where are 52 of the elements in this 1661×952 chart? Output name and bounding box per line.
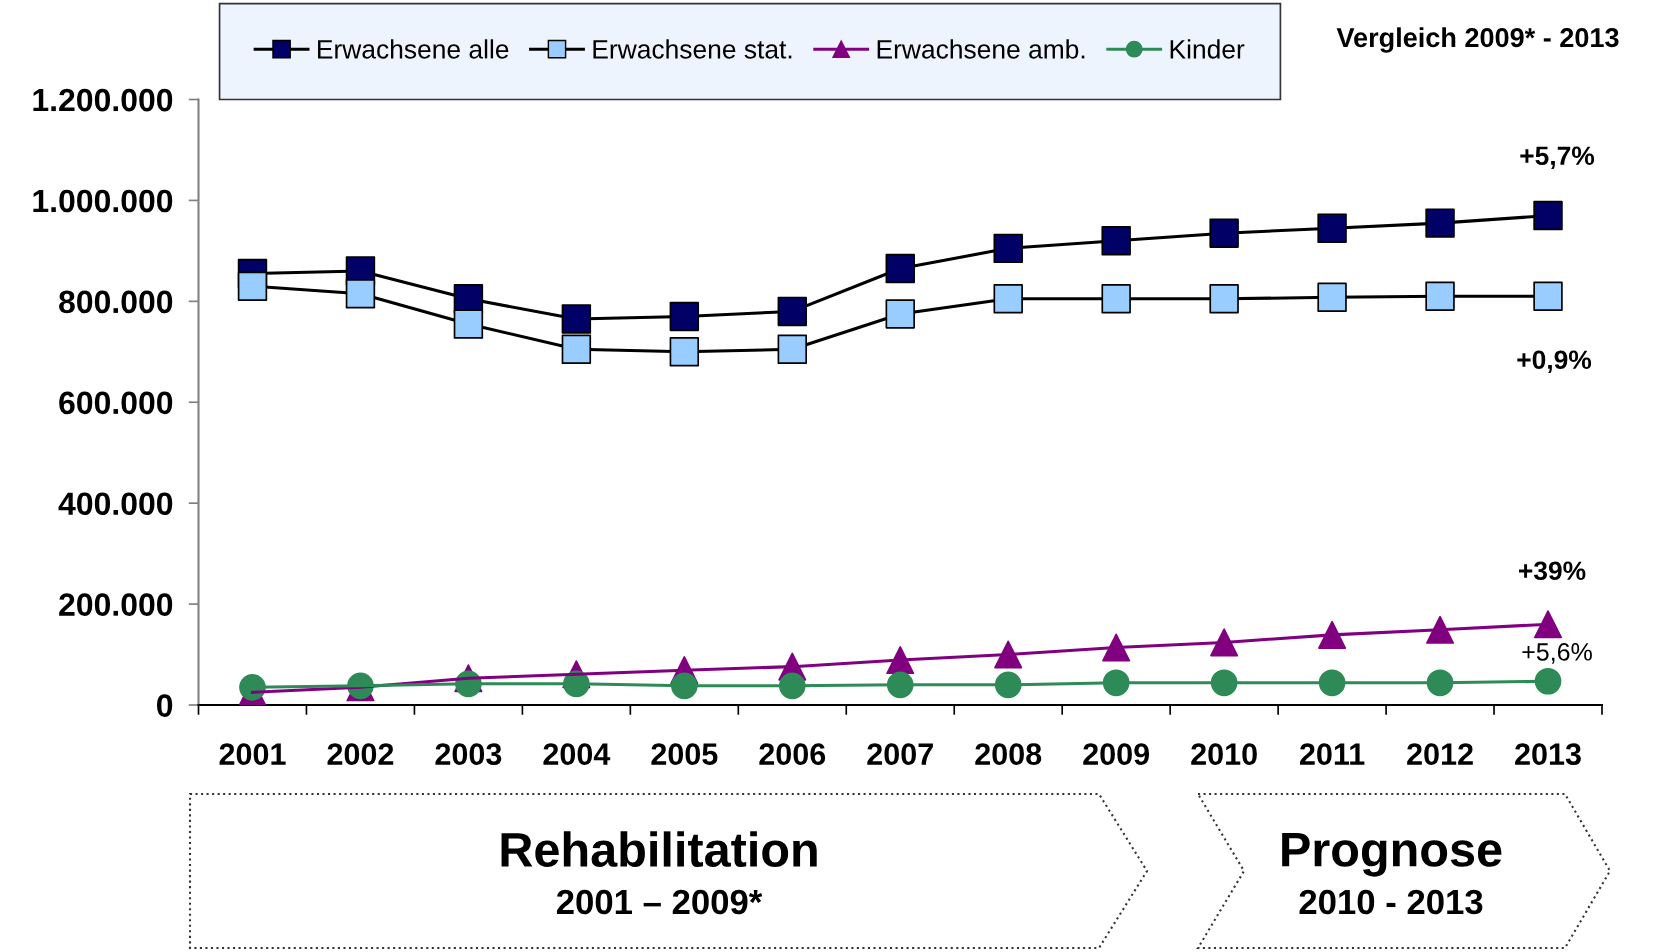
point [1533,281,1563,312]
legend-label: Erwachsene stat. [593,39,792,59]
annotation: +39% [1519,561,1586,581]
x-tick-label: 2004 [543,743,611,765]
x-tick-label: 2007 [867,743,933,765]
annotation: +5,7% [1520,146,1595,169]
legend-label: Erwachsene alle [318,39,509,59]
text: Rehabilitation [501,831,817,868]
x-tick-label: 2010 [1191,743,1257,765]
point [993,284,1023,314]
point [1317,282,1347,313]
point [561,334,592,364]
y-tick-label: 0 [157,694,173,717]
point [1425,281,1455,312]
x-tick-label: 2013 [1515,743,1581,765]
text: Prognose [1282,832,1502,877]
y-tick-label: 1.200.000 [33,88,173,112]
text: 2010 - 2013 [1299,889,1483,915]
point [994,640,1023,669]
point [777,334,808,364]
legend-label: Erwachsene amb. [877,39,1085,59]
x-tick-label: 2011 [1300,743,1365,765]
point [669,337,700,367]
annotation: +5,6% [1522,643,1592,664]
x-tick-label: 2005 [651,743,718,765]
text: Vergleich 2009* - 2013 [1336,27,1619,53]
point [1102,633,1131,662]
legend-label: Kinder [1170,39,1245,59]
y-tick-label: 800.000 [59,290,173,314]
y-tick-label: 1.000.000 [33,189,173,213]
x-tick-label: 2012 [1407,743,1473,765]
point [1209,218,1239,248]
x-tick-label: 2006 [759,743,826,765]
y-tick-label: 200.000 [59,593,173,616]
point [993,233,1023,264]
point [561,304,592,334]
x-tick-label: 2009 [1083,743,1150,765]
x-tick-label: 2001 [219,743,286,765]
point [1101,284,1131,314]
point [1317,213,1347,243]
point [1101,226,1131,256]
annotation: +0,9% [1517,350,1592,373]
text: 2001 – 2009* [556,889,763,915]
x-tick-label: 2003 [435,743,502,765]
point [1425,208,1455,238]
point [1533,610,1563,639]
y-tick-label: 600.000 [59,391,173,415]
point [1209,284,1239,314]
x-tick-label: 2002 [327,743,394,765]
y-tick-label: 400.000 [58,492,173,516]
x-tick-label: 2008 [975,743,1042,765]
point [885,299,915,329]
